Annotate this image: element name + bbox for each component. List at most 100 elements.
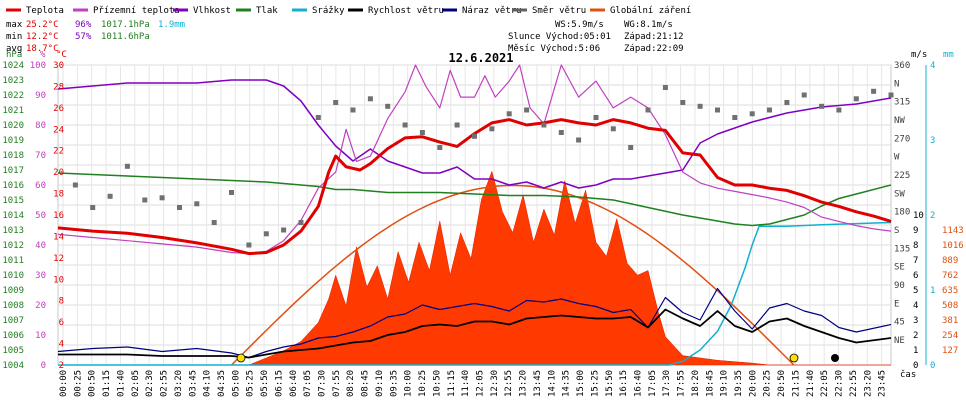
wind-direction-point [715, 107, 720, 113]
wind-direction-point [402, 122, 408, 128]
rain-line [58, 221, 892, 366]
axes-layer: 1024102310221021102010191018101710161015… [2, 50, 963, 371]
wind-direction-point [315, 115, 321, 120]
sunset-marker-icon [789, 353, 799, 363]
x-tick-label: 05:00 [231, 370, 241, 397]
dir-axis-tick: SW [894, 189, 905, 199]
wind-direction-point [732, 115, 738, 120]
legend-label: Náraz větru [462, 6, 522, 16]
x-tick-label: 18:45 [705, 370, 715, 397]
dir-axis-tick: S [894, 226, 899, 236]
wind-speed-line [58, 308, 892, 359]
wind-direction-point [506, 111, 512, 117]
x-tick-label: 02:05 [131, 370, 141, 397]
info-moonset: Západ:22:09 [624, 44, 684, 54]
wind-direction-point [90, 205, 96, 210]
temp-axis-tick: 12 [53, 254, 64, 264]
wind-direction-point [801, 92, 807, 98]
hpa-axis-tick: 1005 [2, 346, 24, 356]
x-tick-label: 19:10 [720, 370, 730, 397]
ms-axis-tick: 9 [913, 226, 918, 236]
ms-axis-tick: 3 [913, 316, 918, 326]
stat-max-label: max [6, 20, 23, 30]
hpa-axis-tick: 1008 [2, 301, 24, 311]
pct-axis-label: % [40, 50, 46, 60]
legend-label: Rychlost větru [368, 6, 444, 16]
wind-direction-point [697, 103, 703, 109]
wind-direction-point [853, 96, 859, 102]
stat-min-press: 1011.6hPa [101, 32, 150, 42]
legend-label: Globální záření [610, 6, 691, 16]
hpa-axis-tick: 1016 [2, 181, 24, 191]
hpa-axis-tick: 1011 [2, 256, 24, 266]
wind-direction-point [246, 242, 252, 248]
temp-axis-tick: 8 [59, 297, 64, 307]
pct-axis-tick: 60 [35, 181, 46, 191]
wind-direction-point [558, 130, 564, 135]
stat-max-hum: 96% [75, 20, 92, 30]
x-tick-label: 16:40 [633, 370, 643, 397]
stat-max-rain: 1.9mm [158, 20, 185, 30]
x-tick-label: 17:05 [648, 370, 658, 397]
stat-avg-label: avg [6, 44, 22, 54]
dir-axis-tick: W [894, 153, 900, 163]
wind-direction-point [419, 130, 425, 135]
wind-direction-point [871, 88, 877, 94]
x-tick-label: 06:40 [289, 370, 299, 397]
wind-direction-point [385, 103, 391, 109]
rad-axis-tick: 889 [942, 256, 958, 266]
wind-direction-point [524, 107, 530, 113]
x-tick-label: 20:00 [748, 370, 758, 397]
pct-axis-tick: 30 [35, 271, 46, 281]
humidity-line [57, 79, 892, 189]
wind-direction-point [767, 107, 772, 113]
temp-axis-tick: 16 [53, 211, 64, 221]
temperature-line [57, 118, 892, 256]
hpa-axis-tick: 1021 [2, 106, 24, 116]
stat-min-label: min [6, 32, 22, 42]
dir-axis-tick: 270 [894, 134, 910, 144]
pressure-line [57, 172, 892, 227]
temp-axis-tick: 6 [59, 318, 64, 328]
stat-max-press: 1017.1hPa [101, 20, 150, 30]
x-tick-label: 08:45 [361, 370, 371, 397]
x-tick-label: 00:25 [73, 370, 83, 397]
x-tick-label: 15:50 [605, 370, 615, 397]
temp-axis-tick: 14 [53, 232, 64, 242]
info-block: WS:5.9m/s WG:8.1m/s Slunce Východ:05:01 … [508, 20, 684, 54]
x-tick-label: 20:50 [777, 370, 787, 397]
pct-axis-tick: 70 [35, 151, 46, 161]
x-tick-label: 11:15 [447, 370, 457, 397]
info-sunset: Západ:21:12 [624, 32, 684, 42]
x-tick-label: 01:15 [102, 370, 112, 397]
x-tick-label: 14:10 [547, 370, 557, 397]
wind-direction-point [489, 126, 495, 132]
ms-axis-tick: 10 [913, 211, 924, 221]
stat-avg-temp: 18.7°C [26, 44, 59, 54]
wind-direction-point [819, 103, 825, 109]
mm-axis-tick: 2 [930, 211, 935, 221]
mm-axis-tick: 0 [930, 361, 935, 371]
hpa-axis-tick: 1023 [2, 76, 24, 86]
x-tick-label: 20:25 [763, 370, 773, 397]
x-tick-label: 16:15 [619, 370, 629, 397]
legend-label: Tlak [256, 6, 278, 16]
ms-axis-tick: 2 [913, 331, 918, 341]
pct-axis-tick: 10 [35, 331, 46, 341]
stat-max-temp: 25.2°C [26, 20, 59, 30]
temp-axis-tick: 22 [53, 147, 64, 157]
hpa-axis-tick: 1014 [2, 211, 24, 221]
temp-axis-tick: 18 [53, 190, 64, 200]
stat-min-temp: 12.2°C [26, 32, 59, 42]
wind-direction-point [281, 227, 287, 233]
wind-direction-point [784, 100, 790, 105]
wind-direction-point [645, 107, 651, 113]
x-tick-label: 23:45 [878, 370, 888, 397]
x-tick-label: 19:35 [734, 370, 744, 397]
wind-direction-point [836, 107, 842, 113]
hpa-axis-tick: 1012 [2, 241, 24, 251]
dir-axis-tick: E [894, 299, 899, 309]
dir-axis-tick: NW [894, 116, 905, 126]
legend: Teplota Přízemní teplota Vlhkost Tlak Srážky… [6, 6, 691, 16]
